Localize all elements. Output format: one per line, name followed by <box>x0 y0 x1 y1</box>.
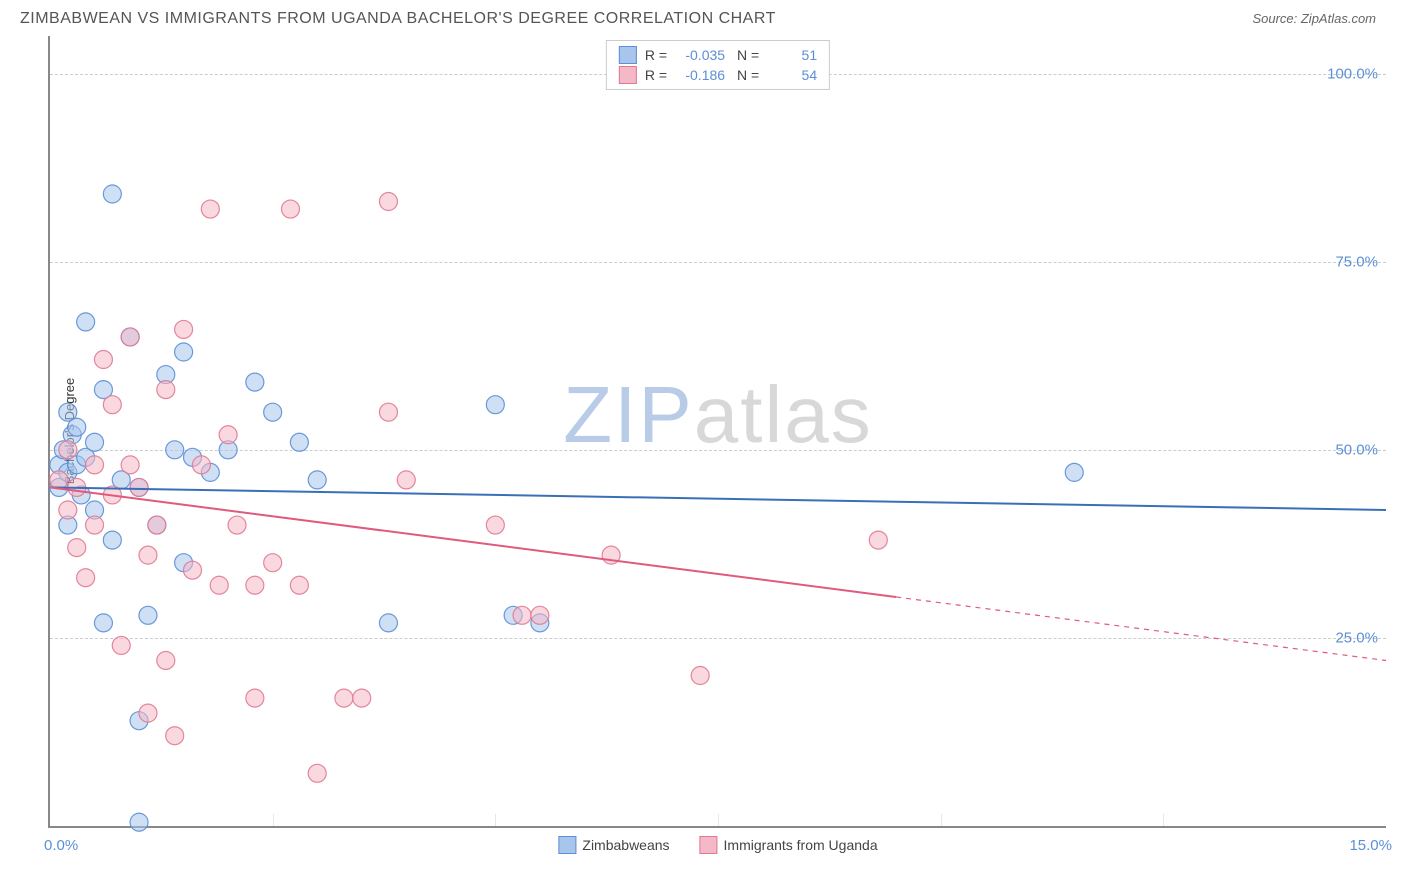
legend-item-zimbabwe: Zimbabweans <box>558 836 669 854</box>
scatter-plot <box>50 36 1386 826</box>
source-label: Source: ZipAtlas.com <box>1252 11 1376 26</box>
chart-area: Bachelor's Degree ZIPatlas R =-0.035 N =… <box>48 36 1386 828</box>
chart-title: ZIMBABWEAN VS IMMIGRANTS FROM UGANDA BAC… <box>20 10 776 28</box>
swatch-icon <box>558 836 576 854</box>
stats-legend: R =-0.035 N =51 R =-0.186 N =54 <box>606 40 830 90</box>
swatch-icon <box>619 46 637 64</box>
stats-row-zimbabwe: R =-0.035 N =51 <box>619 45 817 65</box>
x-tick-max: 15.0% <box>1349 837 1392 854</box>
x-tick-min: 0.0% <box>44 837 78 854</box>
series-legend: Zimbabweans Immigrants from Uganda <box>558 836 877 854</box>
stats-row-uganda: R =-0.186 N =54 <box>619 65 817 85</box>
legend-item-uganda: Immigrants from Uganda <box>700 836 878 854</box>
swatch-icon <box>619 66 637 84</box>
swatch-icon <box>700 836 718 854</box>
